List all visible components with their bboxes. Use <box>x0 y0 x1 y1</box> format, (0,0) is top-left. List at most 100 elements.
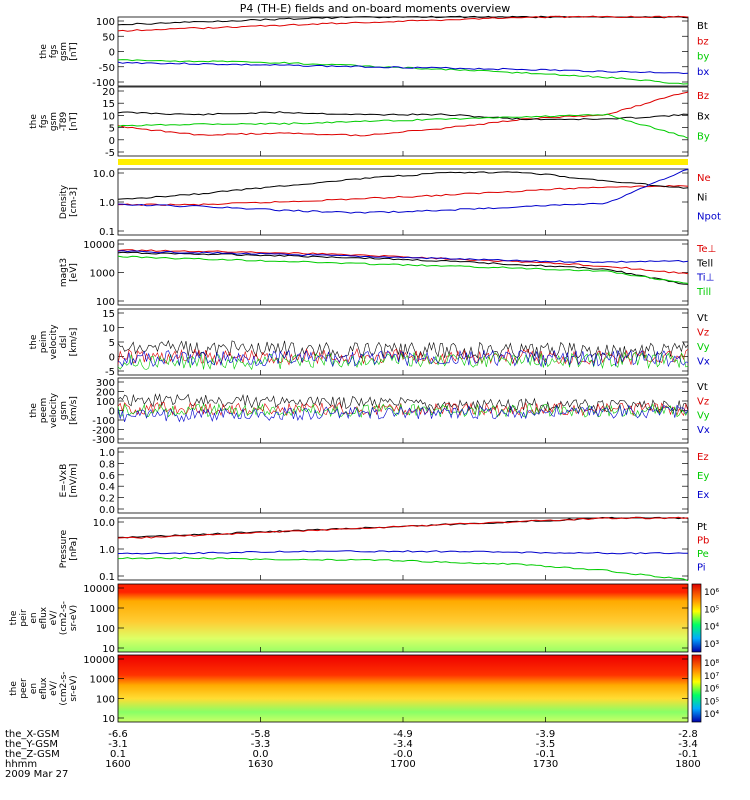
series-line-ti⊥ <box>117 250 689 263</box>
y-tick-label: 10.0 <box>93 169 115 180</box>
panel-10: 10⁸ 10⁷ 10⁶ 10⁵ 10⁴ 10000 1000 100 10 the peer en ef… <box>9 654 719 725</box>
y-tick-label: 200 <box>96 388 115 399</box>
series-line-te⊥ <box>117 249 689 275</box>
panel-frame <box>117 239 689 306</box>
y-tick-label: 1000 <box>90 269 115 280</box>
legend-pb: Pb <box>697 536 709 547</box>
y-axis-label: magt3 <box>59 258 69 287</box>
y-axis-label: sr-eV) <box>69 605 79 631</box>
legend-ez: Ez <box>697 452 709 463</box>
series-line-bx <box>117 61 689 75</box>
panel-frame <box>117 16 689 87</box>
y-axis-label: peem <box>39 398 49 424</box>
orbit-value: -0.0 <box>393 749 413 760</box>
y-axis-label: the <box>9 681 19 696</box>
series-line-pb <box>117 516 689 539</box>
y-tick-label: 0 <box>109 353 115 364</box>
legend-te⊥: Te⊥ <box>696 244 716 255</box>
series-line-vz <box>117 401 689 417</box>
legend-vt: Vt <box>697 382 708 393</box>
legend-tell: Tell <box>696 258 713 269</box>
y-tick-label: 20 <box>102 87 115 98</box>
y-axis-label: -T89 <box>59 112 69 132</box>
panel-frame <box>117 168 689 236</box>
legend-bz: Bz <box>697 91 709 102</box>
y-axis-label: peim <box>39 331 49 354</box>
colorbar-tick: 10⁴ <box>704 623 719 633</box>
orbit-value: -3.5 <box>536 739 556 750</box>
panel-4: 10000 1000 100 magt3 [eV] Te⊥ Tell Ti⊥ Till <box>59 239 716 308</box>
y-axis-label: velocity <box>49 392 59 428</box>
orbit-value: 1630 <box>248 759 273 770</box>
y-axis-label: [nT] <box>69 112 79 130</box>
panel-frame <box>117 517 689 581</box>
legend-ey: Ey <box>697 471 709 482</box>
y-tick-label: 0.4 <box>99 482 115 493</box>
y-axis-label: sr-eV) <box>69 675 79 701</box>
orbit-row-label: the_X-GSM <box>5 729 59 740</box>
colorbar-tick: 10⁸ <box>704 659 719 669</box>
y-axis-label: (cm2-s- <box>59 671 69 705</box>
y-tick-label: -300 <box>92 435 115 446</box>
spectrogram <box>118 584 688 652</box>
panel-7: 1.00.80.60.40.20.0 E=-VxB [mV/m] Ez Ey Ex <box>59 447 709 516</box>
series-line-vx <box>117 404 689 423</box>
y-tick-label: -5 <box>105 148 115 159</box>
orbit-value: -3.1 <box>108 739 128 750</box>
y-tick-label: 100 <box>96 17 115 28</box>
series-line-till <box>117 255 689 284</box>
y-axis-label: E=-VxB <box>59 464 69 498</box>
series-line-bz <box>117 15 689 32</box>
legend-bz: bz <box>697 36 709 47</box>
orbit-value: -3.4 <box>678 739 698 750</box>
series-line-bx <box>117 111 689 121</box>
colorbar <box>691 583 702 653</box>
legend-pt: Pt <box>697 522 707 533</box>
panel-5: 15 10 5 0 -5 the peim velocity dsl [km/s] Vt Vz Vy Vx <box>29 308 710 378</box>
y-tick-label: 0.2 <box>99 494 115 505</box>
panel-1: 100 50 0 -50 -100 the fgs gsm [nT] Bt bz by bx <box>39 15 709 89</box>
y-axis-label: [nPa] <box>69 537 79 560</box>
y-tick-label: 0.6 <box>99 471 115 482</box>
y-tick-label: 10 <box>102 111 115 122</box>
colorbar-tick: 10⁵ <box>704 697 719 707</box>
y-tick-label: 1000 <box>90 675 115 686</box>
legend-npot: Npot <box>697 212 721 223</box>
y-axis-label: en <box>29 612 39 623</box>
legend-ti⊥: Ti⊥ <box>696 273 714 284</box>
y-tick-label: 5 <box>109 338 115 349</box>
orbit-value: 0.1 <box>110 749 126 760</box>
orbit-value: 1730 <box>533 759 558 770</box>
orbit-row-label: the_Y-GSM <box>5 739 58 750</box>
orbit-row-label: the_Z-GSM <box>5 749 60 760</box>
y-axis-label: the <box>29 334 39 349</box>
y-axis-label: peer <box>19 678 29 699</box>
y-tick-label: 100 <box>96 694 115 705</box>
legend-vt: Vt <box>697 313 708 324</box>
y-tick-label: 10 <box>102 714 115 725</box>
y-tick-label: 10000 <box>83 240 115 251</box>
y-tick-label: 100 <box>96 624 115 635</box>
series-line-pi <box>117 550 688 555</box>
date-label: 2009 Mar 27 <box>5 769 68 780</box>
colorbar-tick: 10⁵ <box>704 605 719 615</box>
panel-frame <box>117 308 689 376</box>
panel-9: 10⁶ 10⁵ 10⁴ 10³ 10000 1000 100 10 the peir en eflux… <box>9 583 719 655</box>
colorbar-tick: 10⁷ <box>704 672 719 682</box>
colorbar-tick: 10⁶ <box>704 685 719 695</box>
quality-flag-bar <box>118 159 688 165</box>
y-axis-label: velocity <box>49 324 59 360</box>
y-tick-label: 15 <box>102 309 115 320</box>
orbit-value: 0.0 <box>253 749 269 760</box>
series-line-vt <box>117 393 689 413</box>
y-tick-label: 0.1 <box>99 572 115 583</box>
legend-ex: Ex <box>697 490 709 501</box>
y-axis-label: [eV] <box>69 263 79 282</box>
panel-frame <box>117 447 689 514</box>
panel-3: 10.0 1.0 0.1 Density [cm-3] Ne Ni Npot <box>59 168 721 238</box>
orbit-value: -0.1 <box>678 749 698 760</box>
y-axis-label: the <box>9 610 19 625</box>
y-tick-label: -100 <box>92 78 115 89</box>
